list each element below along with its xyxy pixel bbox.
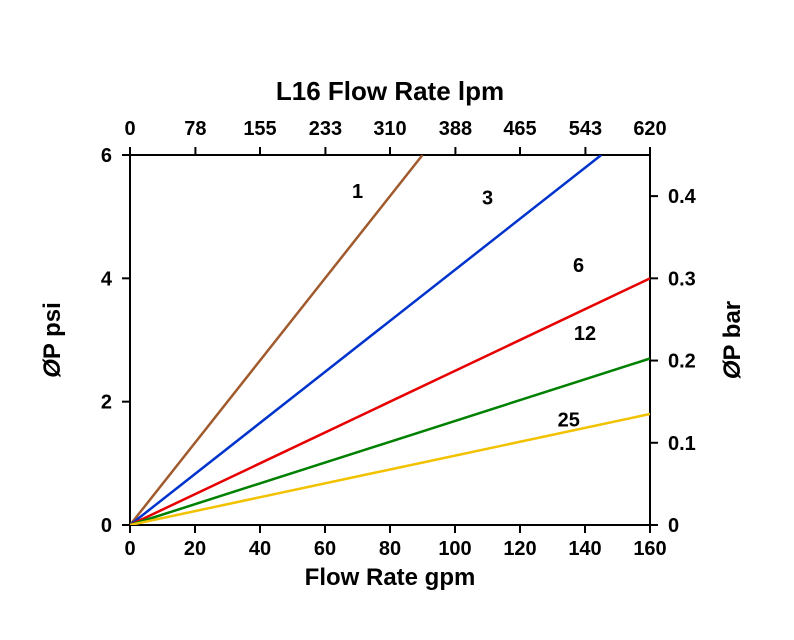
svg-text:ØP bar: ØP bar: [719, 301, 746, 379]
svg-text:0.1: 0.1: [668, 433, 696, 455]
svg-text:100: 100: [438, 538, 471, 560]
svg-text:4: 4: [101, 268, 113, 290]
svg-text:6: 6: [573, 255, 584, 277]
svg-text:0: 0: [101, 515, 112, 537]
svg-text:Flow Rate gpm: Flow Rate gpm: [305, 564, 476, 591]
svg-text:0.2: 0.2: [668, 351, 696, 373]
svg-text:60: 60: [314, 538, 336, 560]
svg-text:6: 6: [101, 145, 112, 167]
svg-text:155: 155: [243, 118, 276, 140]
svg-text:0: 0: [124, 538, 135, 560]
svg-text:620: 620: [633, 118, 666, 140]
svg-text:543: 543: [569, 118, 602, 140]
svg-text:160: 160: [633, 538, 666, 560]
chart-svg: 0204060801001201401600781552333103884655…: [0, 0, 794, 640]
svg-text:L16 Flow Rate lpm: L16 Flow Rate lpm: [276, 76, 504, 106]
svg-text:80: 80: [379, 538, 401, 560]
svg-text:0.4: 0.4: [668, 186, 697, 208]
svg-text:1: 1: [352, 181, 363, 203]
svg-text:3: 3: [482, 187, 493, 209]
svg-text:120: 120: [503, 538, 536, 560]
svg-text:140: 140: [568, 538, 601, 560]
svg-text:0.3: 0.3: [668, 268, 696, 290]
svg-text:0: 0: [124, 118, 135, 140]
svg-text:465: 465: [503, 118, 536, 140]
svg-text:388: 388: [439, 118, 472, 140]
svg-text:20: 20: [184, 538, 206, 560]
svg-text:ØP psi: ØP psi: [39, 302, 66, 378]
svg-text:12: 12: [574, 323, 596, 345]
svg-text:78: 78: [184, 118, 206, 140]
svg-text:310: 310: [373, 118, 406, 140]
svg-text:0: 0: [668, 515, 679, 537]
svg-text:25: 25: [558, 409, 580, 431]
pressure-flow-chart: 0204060801001201401600781552333103884655…: [0, 0, 794, 640]
svg-text:2: 2: [101, 392, 112, 414]
svg-text:233: 233: [309, 118, 342, 140]
svg-text:40: 40: [249, 538, 271, 560]
